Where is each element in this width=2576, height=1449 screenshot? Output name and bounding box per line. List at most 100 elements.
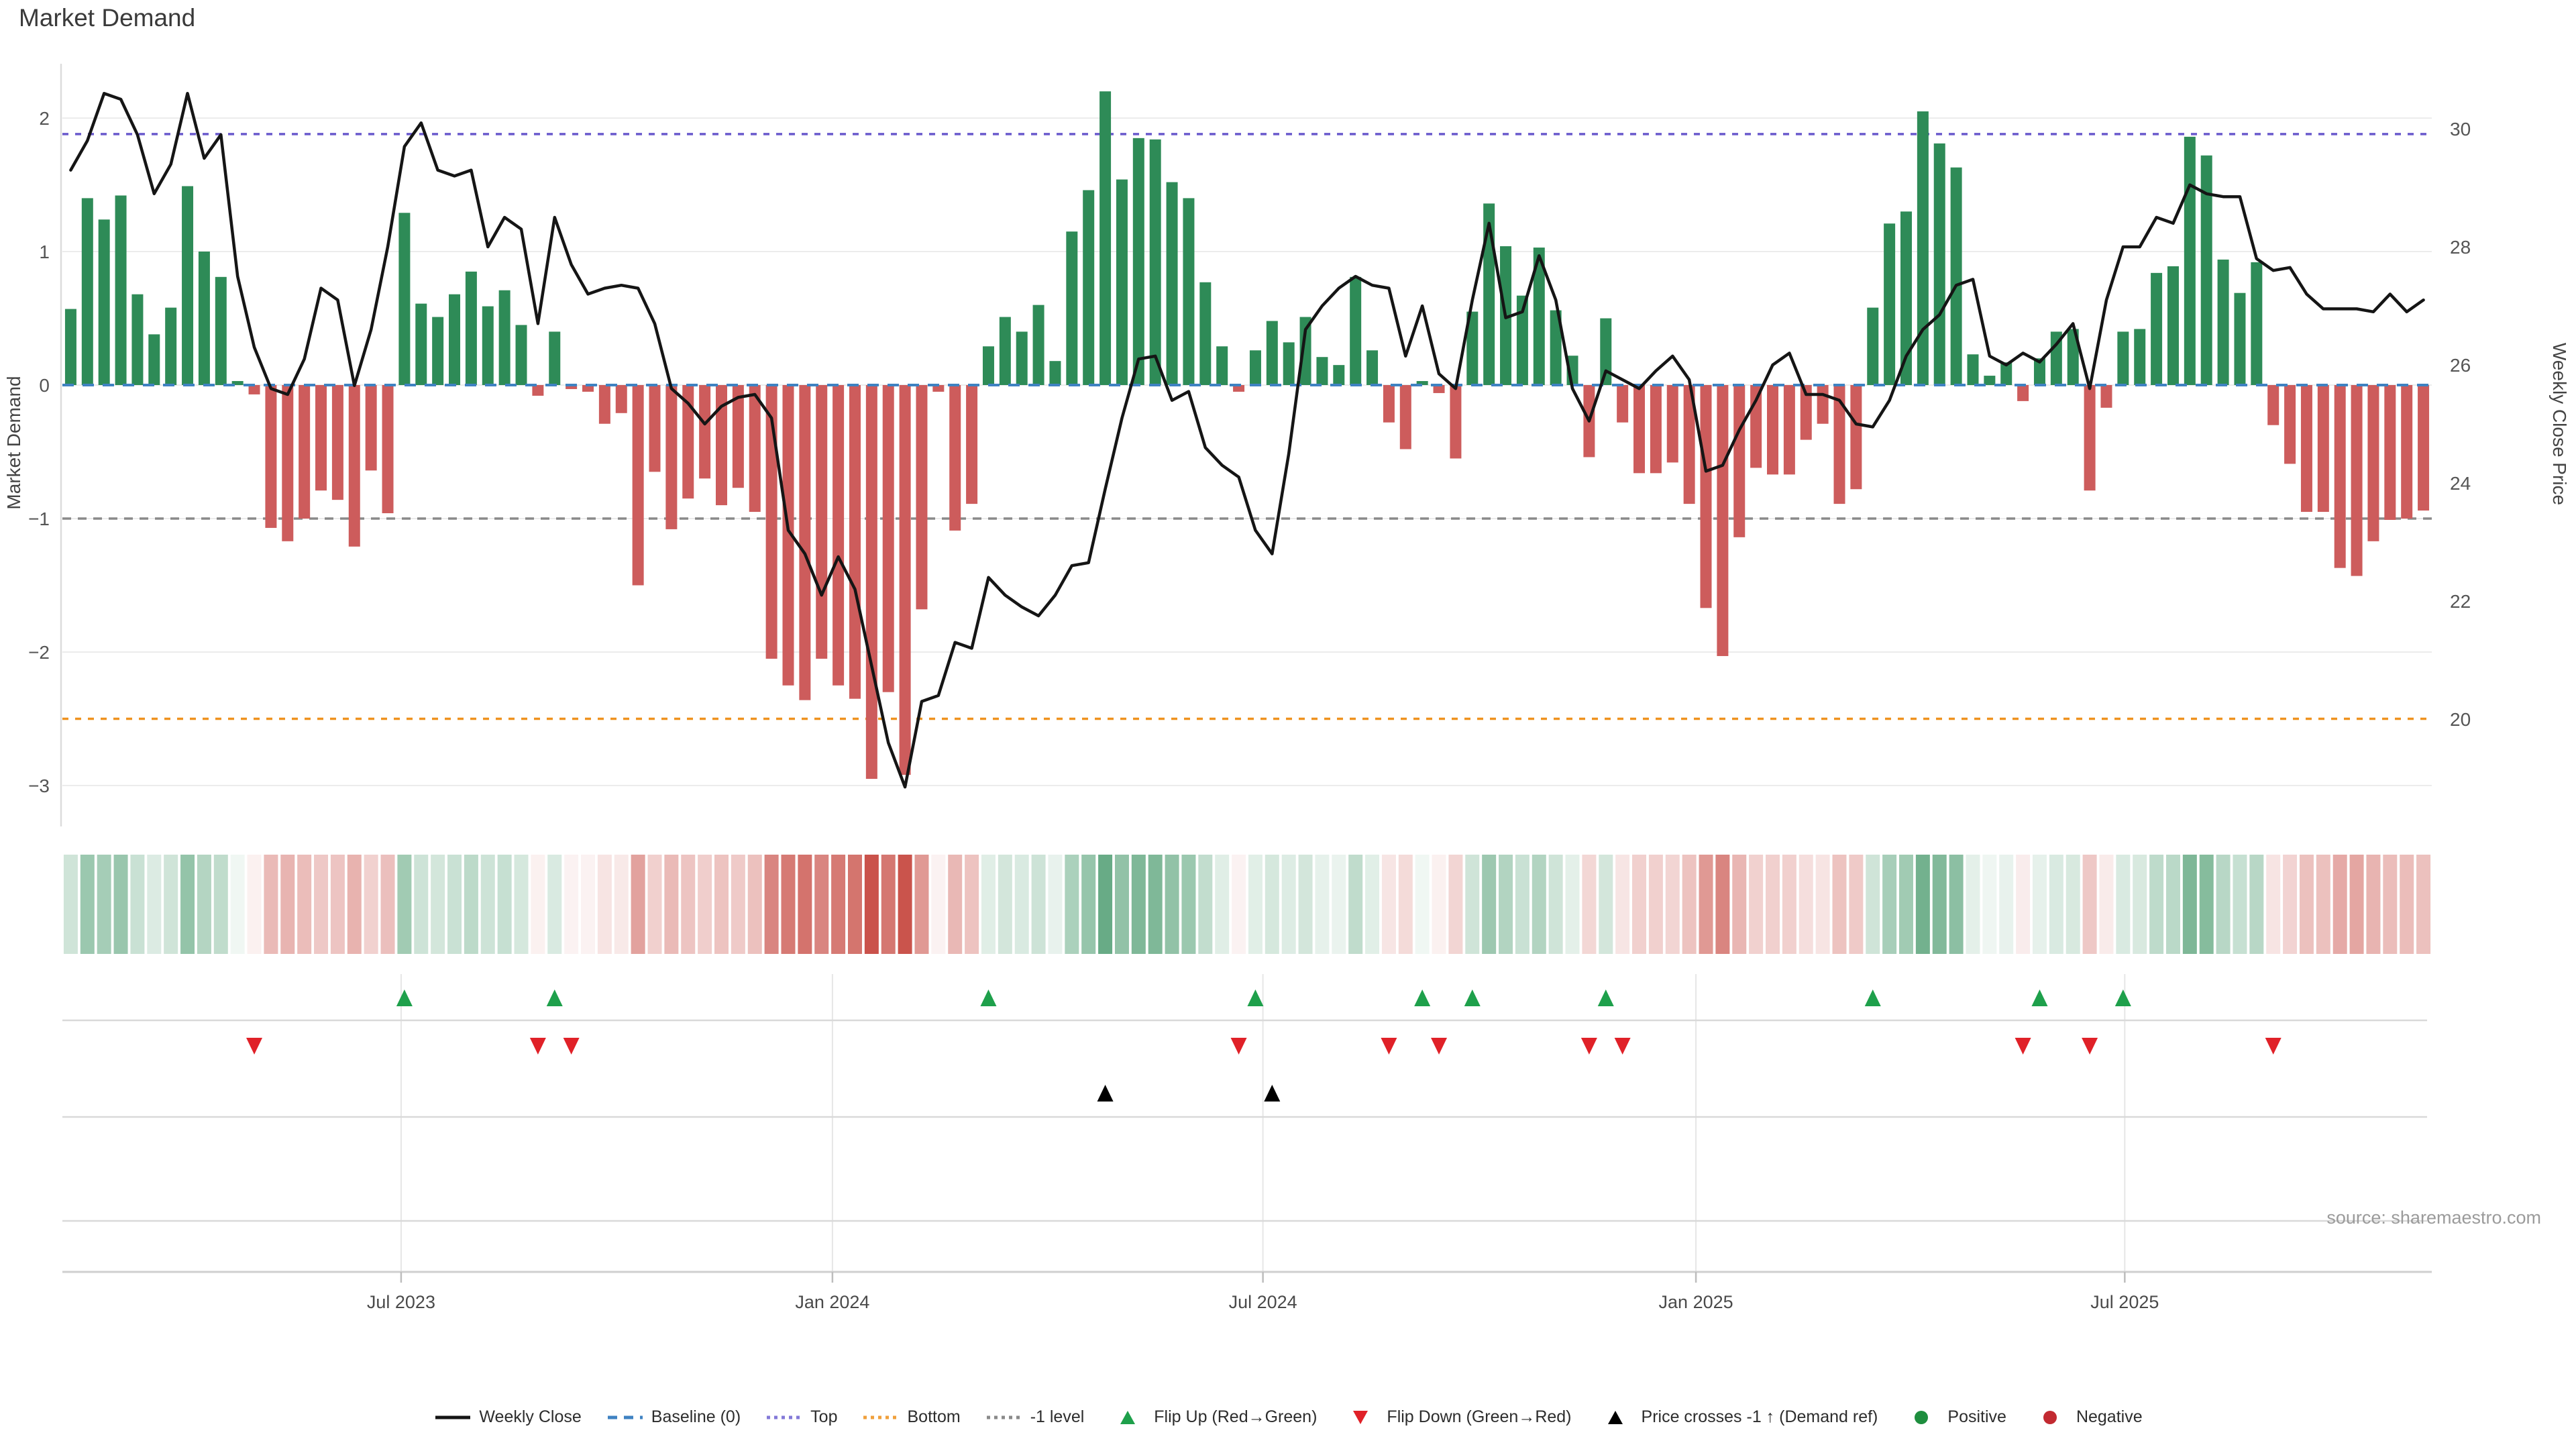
demand-bar-negative: [2100, 385, 2112, 408]
legend-item-label: Weekly Close: [479, 1407, 582, 1426]
demand-bar-positive: [1984, 376, 1996, 385]
heatmap-cell: [97, 855, 111, 954]
legend-item[interactable]: Baseline (0): [606, 1407, 741, 1427]
demand-bar-positive: [2151, 272, 2163, 385]
heatmap-cell: [1415, 855, 1430, 954]
legend-item[interactable]: Flip Down (Green→Red): [1341, 1407, 1572, 1427]
heatmap-cell: [314, 855, 329, 954]
heatmap-cell: [147, 855, 162, 954]
heatmap-cell: [1248, 855, 1263, 954]
demand-bar-positive: [515, 325, 527, 385]
subplot-divider-lines: [62, 1019, 2432, 1283]
heatmap-cell: [514, 855, 529, 954]
heatmap-cell: [814, 855, 829, 954]
heatmap-cell: [781, 855, 796, 954]
demand-bar-negative: [598, 385, 610, 424]
demand-bar-negative: [732, 385, 744, 488]
demand-bar-negative: [282, 385, 294, 541]
heatmap-cell: [1782, 855, 1796, 954]
demand-bar-positive: [982, 346, 994, 385]
demand-bar-negative: [849, 385, 861, 699]
legend-item[interactable]: Negative: [2031, 1407, 2143, 1427]
legend-item[interactable]: Positive: [1902, 1407, 2006, 1427]
heatmap-cell: [581, 855, 596, 954]
legend-item[interactable]: Bottom: [861, 1407, 961, 1427]
heatmap-cell: [2116, 855, 2131, 954]
heatmap-cell: [2349, 855, 2364, 954]
flip-down-marker: [2015, 1038, 2031, 1055]
demand-bar-positive: [482, 306, 494, 385]
heatmap-cell: [747, 855, 762, 954]
heatmap-cell: [1532, 855, 1546, 954]
price-cross-marker: [1097, 1085, 1114, 1102]
left-tick-label: 2: [39, 108, 50, 129]
heatmap-cell: [798, 855, 812, 954]
heatmap-cell: [2216, 855, 2231, 954]
legend-item[interactable]: Price crosses -1 ↑ (Demand ref): [1596, 1407, 1878, 1427]
heatmap-cell: [1582, 855, 1597, 954]
flip-down-marker: [1614, 1038, 1631, 1055]
demand-bar-positive: [2000, 362, 2012, 385]
heatmap-cell: [280, 855, 295, 954]
demand-bar-positive: [98, 219, 110, 385]
demand-bar-positive: [1249, 350, 1261, 385]
heatmap-cell: [464, 855, 478, 954]
left-tick-label: 0: [39, 375, 50, 396]
demand-bar-positive: [198, 252, 210, 385]
heatmap-cell: [1932, 855, 1947, 954]
heatmap-cell: [1031, 855, 1046, 954]
demand-bar-negative: [1233, 385, 1245, 392]
heatmap-cell: [1548, 855, 1563, 954]
flip-up-marker: [980, 989, 997, 1006]
dot-line-swatch-icon: [767, 1415, 802, 1419]
price-line: [69, 91, 2425, 789]
legend-item[interactable]: -1 level: [985, 1407, 1085, 1427]
heatmap-cell: [1715, 855, 1730, 954]
legend-item[interactable]: Weekly Close: [433, 1407, 582, 1427]
flip-down-marker: [2082, 1038, 2098, 1055]
heatmap-cell: [1882, 855, 1897, 954]
heatmap-cell: [1799, 855, 1813, 954]
x-tick-label: Jul 2023: [367, 1292, 435, 1312]
demand-bar-negative: [1733, 385, 1746, 537]
heatmap-cell: [1131, 855, 1146, 954]
heatmap-cell: [213, 855, 228, 954]
demand-bar-negative: [1783, 385, 1795, 475]
legend-item[interactable]: Flip Up (Red→Green): [1108, 1407, 1317, 1427]
flip-up-marker: [546, 989, 563, 1006]
heatmap-cell: [2149, 855, 2164, 954]
heatmap-cell: [164, 855, 178, 954]
heatmap-cell: [2049, 855, 2063, 954]
heatmap-cell: [2165, 855, 2180, 954]
demand-bar-positive: [398, 213, 411, 385]
x-tick-label: Jul 2025: [2090, 1292, 2159, 1312]
heatmap-cell: [1114, 855, 1129, 954]
heatmap-cell: [631, 855, 645, 954]
heatmap-cell: [1348, 855, 1363, 954]
heatmap-cell: [113, 855, 128, 954]
demand-bar-negative: [799, 385, 811, 700]
demand-bar-negative: [365, 385, 377, 471]
heatmap-cell: [1766, 855, 1780, 954]
demand-bar-negative: [1450, 385, 1462, 459]
heatmap-cell: [1014, 855, 1029, 954]
heatmap-cell: [80, 855, 95, 954]
demand-bar-positive: [81, 198, 93, 385]
legend-item[interactable]: Top: [765, 1407, 837, 1427]
heatmap-cell: [2099, 855, 2114, 954]
demand-bar-negative: [833, 385, 845, 686]
demand-bar-negative: [932, 385, 945, 392]
demand-bar-positive: [64, 309, 76, 385]
right-tick-label: 20: [2450, 709, 2471, 730]
flip-up-marker: [1464, 989, 1481, 1006]
heatmap-cell: [664, 855, 679, 954]
legend-item-label: -1 level: [1030, 1407, 1085, 1426]
heatmap-cell: [2249, 855, 2264, 954]
demand-bar-negative: [265, 385, 277, 528]
demand-bar-positive: [2117, 331, 2129, 385]
heatmap-cell: [531, 855, 545, 954]
demand-bar-negative: [1399, 385, 1411, 449]
demand-bar-positive: [549, 331, 561, 385]
demand-bar-negative: [1767, 385, 1779, 475]
